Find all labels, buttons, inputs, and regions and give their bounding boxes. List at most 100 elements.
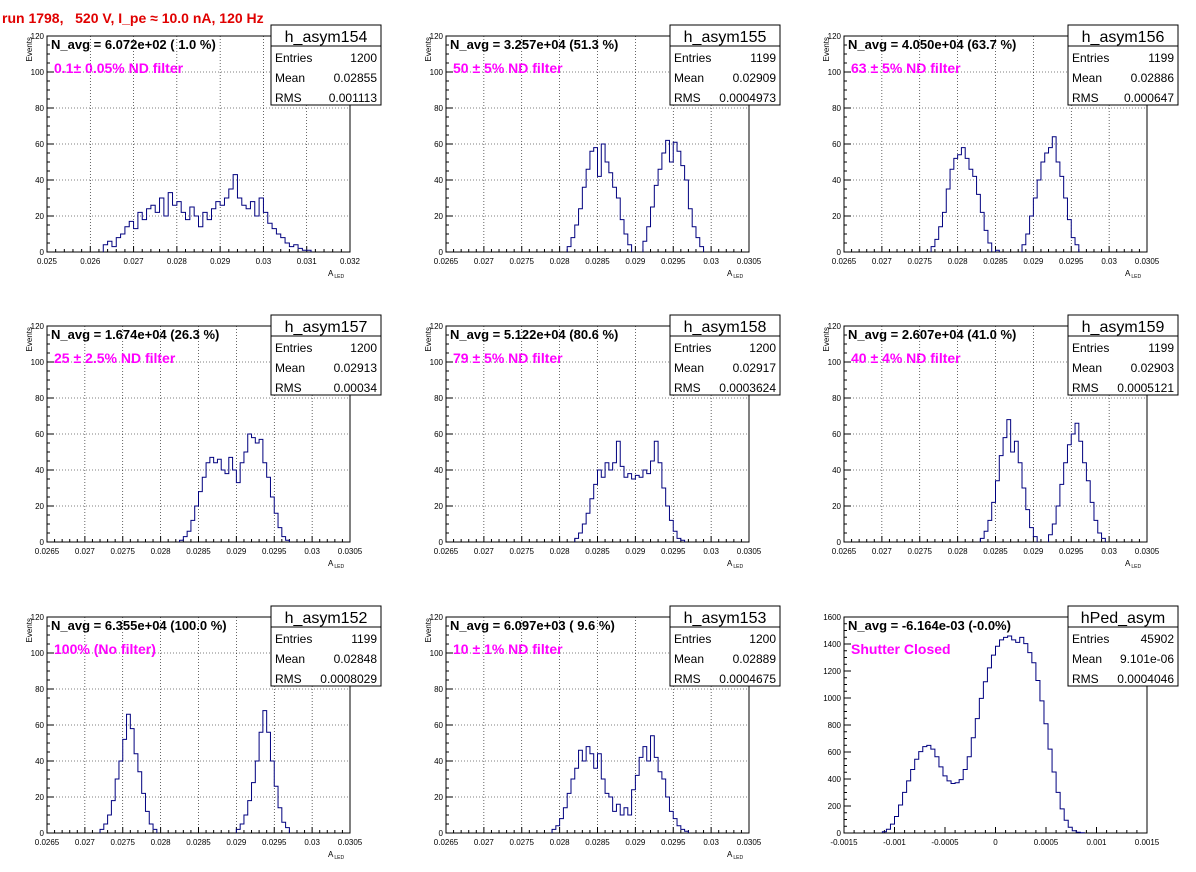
filter-label: Shutter Closed xyxy=(851,641,951,657)
histogram-bin xyxy=(582,524,586,542)
histogram-bin xyxy=(1076,832,1080,833)
histogram-bin xyxy=(681,166,685,252)
histogram-bin xyxy=(996,250,1000,252)
y-tick-label: 100 xyxy=(430,649,444,658)
histogram-bin xyxy=(153,829,157,833)
histogram-bin xyxy=(935,239,939,252)
y-tick-label: 60 xyxy=(434,721,443,730)
stats-box xyxy=(1067,314,1179,396)
histogram-bin xyxy=(282,822,286,833)
histogram-bin xyxy=(582,761,586,833)
histogram-bin xyxy=(946,189,950,252)
histogram-bin xyxy=(927,745,931,833)
histogram-bin xyxy=(882,832,886,833)
histogram-bin xyxy=(586,747,590,833)
histogram-bin xyxy=(134,754,138,833)
histogram-bin xyxy=(1016,642,1020,833)
histogram-bin xyxy=(248,801,252,833)
stats-value: 0.0003624 xyxy=(719,381,776,395)
stats-value: 1199 xyxy=(351,632,377,646)
histogram-bin xyxy=(959,780,963,833)
histogram-bin xyxy=(1000,640,1004,833)
histogram-bin xyxy=(285,243,289,252)
histogram-bin xyxy=(899,805,903,833)
y-axis-title: Events xyxy=(822,327,831,351)
histogram-bin xyxy=(632,790,636,833)
histogram-bin xyxy=(1049,535,1053,542)
histogram-bin xyxy=(681,829,685,833)
x-tick-label: 0.0275 xyxy=(111,547,136,556)
histogram-series xyxy=(574,440,686,542)
histogram-bin xyxy=(1083,463,1087,542)
stats-key: Mean xyxy=(275,71,305,85)
histogram-bin xyxy=(943,776,947,833)
histogram-bin xyxy=(658,463,662,542)
stats-title: h_asym156 xyxy=(1082,29,1165,46)
histogram-bin xyxy=(654,441,658,542)
histogram-bin xyxy=(298,248,302,252)
histogram-bin xyxy=(1004,637,1008,833)
histogram-bin xyxy=(979,698,983,833)
y-tick-label: 0 xyxy=(439,248,444,257)
x-axis-title-main: A xyxy=(1125,559,1131,568)
histogram-bin xyxy=(252,783,256,833)
histogram-bin xyxy=(973,176,977,252)
x-axis-title: ALED xyxy=(727,559,743,570)
histogram-bin xyxy=(673,819,677,833)
histogram-bin xyxy=(594,484,598,542)
histogram-bin xyxy=(677,151,681,252)
histogram-series xyxy=(566,139,705,252)
histogram-bin xyxy=(624,808,628,833)
x-tick-label: 0.03 xyxy=(703,547,719,556)
navg-label: N_avg = 6.097e+03 ( 9.6 %) xyxy=(450,618,615,633)
y-tick-label: 60 xyxy=(434,140,443,149)
x-tick-label: 0.0275 xyxy=(510,257,535,266)
y-tick-label: 20 xyxy=(832,212,841,221)
histogram-bin xyxy=(129,221,133,252)
histogram-bin xyxy=(919,752,923,833)
histogram-bin xyxy=(1026,510,1030,542)
histogram-bin xyxy=(242,205,246,252)
navg-label: N_avg = 2.607e+04 (41.0 %) xyxy=(848,327,1016,342)
stats-title: h_asym159 xyxy=(1082,319,1165,336)
navg-label: N_avg = 3.257e+04 (51.3 %) xyxy=(450,37,618,52)
histogram-bin xyxy=(229,189,233,252)
stats-title: hPed_asym xyxy=(1081,610,1166,627)
x-tick-label: 0.028 xyxy=(948,257,969,266)
histogram-bin xyxy=(199,492,203,542)
stats-key: Mean xyxy=(674,361,704,375)
stats-key: Entries xyxy=(674,632,711,646)
y-tick-label: 100 xyxy=(31,68,45,77)
histogram-bin xyxy=(1037,180,1041,252)
y-tick-label: 0 xyxy=(439,829,444,838)
navg-label: N_avg = -6.164e-03 (-0.0%) xyxy=(848,618,1011,633)
histogram-bin xyxy=(191,520,195,542)
histogram-bin xyxy=(1033,537,1037,542)
y-tick-label: 20 xyxy=(832,502,841,511)
histogram-bin xyxy=(123,739,127,833)
histogram-bin xyxy=(103,245,107,252)
histogram-bin xyxy=(1012,640,1016,833)
histogram-bin xyxy=(567,793,571,833)
x-tick-label: 0.0295 xyxy=(1059,257,1084,266)
y-tick-label: 60 xyxy=(832,430,841,439)
stats-key: RMS xyxy=(674,91,701,105)
histogram-bin xyxy=(177,202,181,252)
histogram-bin xyxy=(579,533,583,542)
x-tick-label: 0.0285 xyxy=(585,838,610,847)
histogram-bin xyxy=(984,230,988,252)
histogram-panel: -0.0015 -0.001 -0.0005 0 0.0005 0.001 0.0015 0 2… xyxy=(823,605,1179,847)
histogram-series xyxy=(102,174,312,252)
x-axis-title-sub: LED xyxy=(334,855,344,861)
histogram-bin xyxy=(669,520,673,542)
x-tick-label: 0.027 xyxy=(474,838,495,847)
histogram-bin xyxy=(590,499,594,542)
histogram-bin xyxy=(965,158,969,252)
histogram-bin xyxy=(1041,162,1045,252)
x-tick-label: 0.0275 xyxy=(908,547,933,556)
histogram-bin xyxy=(115,779,119,833)
stats-title: h_asym154 xyxy=(285,29,368,46)
histogram-bin xyxy=(255,761,259,833)
histogram-series xyxy=(979,419,1106,542)
y-tick-label: 20 xyxy=(35,212,44,221)
